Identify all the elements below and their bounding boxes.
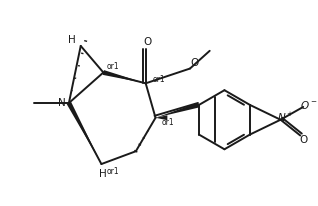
- Text: $O^-$: $O^-$: [300, 99, 318, 111]
- Text: O: O: [143, 37, 152, 47]
- Polygon shape: [67, 102, 101, 164]
- Polygon shape: [156, 115, 167, 120]
- Text: O: O: [191, 58, 199, 68]
- Polygon shape: [156, 103, 200, 118]
- Polygon shape: [103, 70, 146, 83]
- Text: or1: or1: [107, 62, 120, 71]
- Text: H: H: [68, 35, 76, 45]
- Text: or1: or1: [107, 167, 120, 176]
- Text: or1: or1: [162, 118, 175, 127]
- Text: O: O: [299, 135, 307, 145]
- Text: H: H: [100, 169, 107, 179]
- Text: $N^+$: $N^+$: [277, 111, 294, 124]
- Text: N: N: [58, 98, 66, 108]
- Text: or1: or1: [152, 75, 165, 84]
